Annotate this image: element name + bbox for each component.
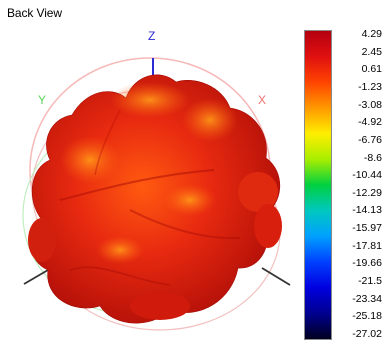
crease-1 xyxy=(59,169,215,201)
color-scale-tick-label: -14.13 xyxy=(352,204,382,217)
color-scale-tick-label: -17.81 xyxy=(352,239,382,252)
3d-pattern-viewport[interactable]: Z Y X xyxy=(0,0,296,342)
highlight-top xyxy=(110,82,190,118)
color-scale-tick-label: -23.34 xyxy=(352,292,382,305)
side-lobe-right-lower xyxy=(254,204,282,248)
x-axis-negative-line xyxy=(261,267,291,286)
crease-2 xyxy=(129,209,241,240)
color-scale-tick-label: -8.6 xyxy=(363,151,382,164)
color-scale-tick-label: -15.97 xyxy=(352,222,382,235)
color-scale-tick-label: -4.92 xyxy=(358,116,382,129)
color-scale-tick-label: 4.29 xyxy=(361,28,382,40)
color-scale-tick-label: -6.76 xyxy=(358,133,382,146)
color-scale-tick-label: -21.5 xyxy=(358,275,382,288)
highlight-left xyxy=(60,136,120,184)
radiation-pattern-plot[interactable]: Z Y X xyxy=(0,0,296,342)
view-title: Back View xyxy=(7,6,62,20)
color-scale-tick-label: 2.45 xyxy=(361,45,382,58)
side-lobe-left xyxy=(28,218,56,262)
color-scale-bar xyxy=(304,30,332,340)
color-scale-tick-label: -1.23 xyxy=(358,80,382,93)
y-axis-label: Y xyxy=(38,93,46,107)
side-lobe-right-upper xyxy=(238,172,278,212)
color-scale-tick-label: -27.02 xyxy=(352,328,382,340)
highlight-upper-right xyxy=(182,98,238,142)
color-scale-ticks: 4.29 2.45 0.61 -1.23 -3.08 -4.92 -6.76 -8.6 -10.… xyxy=(340,28,386,340)
color-scale-tick-label: -12.29 xyxy=(352,186,382,199)
x-axis-label: X xyxy=(258,93,266,107)
side-lobe-bottom xyxy=(130,292,190,320)
color-scale-tick-label: -10.44 xyxy=(352,169,382,182)
crease-4 xyxy=(94,109,121,176)
y-axis-negative-line xyxy=(23,269,49,285)
color-scale-tick-label: -25.18 xyxy=(352,310,382,323)
color-scale-tick-label: 0.61 xyxy=(361,63,382,76)
color-scale-tick-label: -3.08 xyxy=(358,98,382,111)
highlight-lower xyxy=(96,236,144,264)
radiation-pattern-surface xyxy=(28,74,282,324)
z-axis-label: Z xyxy=(148,29,155,43)
highlight-center xyxy=(164,184,216,216)
color-scale-tick-label: -19.66 xyxy=(352,257,382,270)
crease-3 xyxy=(69,266,171,286)
